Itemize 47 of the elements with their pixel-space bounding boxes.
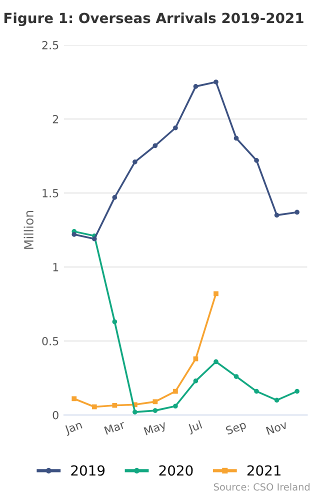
legend-label: 2020 bbox=[159, 465, 193, 476]
point bbox=[214, 359, 218, 364]
point bbox=[92, 404, 97, 410]
point bbox=[173, 388, 178, 394]
point bbox=[234, 136, 239, 141]
point bbox=[72, 232, 77, 237]
point bbox=[214, 80, 218, 84]
y-tick-label: 1.5 bbox=[42, 189, 58, 198]
y-tick-label: 0 bbox=[52, 410, 58, 420]
point bbox=[92, 236, 97, 242]
point bbox=[112, 402, 118, 408]
point bbox=[254, 158, 259, 163]
point bbox=[274, 212, 280, 218]
x-tick-label: Jan bbox=[64, 420, 84, 436]
y-axis-title: Million bbox=[24, 210, 34, 249]
source-note: Source: CSO Ireland bbox=[214, 483, 310, 491]
x-tick-label: Nov bbox=[266, 420, 288, 435]
point bbox=[193, 378, 198, 384]
chart-title: Figure 1: Overseas Arrivals 2019-2021 bbox=[4, 12, 304, 26]
point bbox=[112, 319, 118, 324]
point bbox=[152, 408, 158, 413]
point bbox=[173, 125, 178, 130]
point bbox=[132, 159, 138, 164]
y-tick-label: 2 bbox=[52, 114, 58, 124]
x-tick-label: Sep bbox=[225, 420, 248, 437]
point bbox=[173, 404, 178, 409]
y-tick-label: 1 bbox=[53, 263, 58, 272]
point bbox=[274, 398, 280, 403]
point bbox=[193, 84, 198, 89]
point bbox=[132, 410, 138, 414]
y-tick-label: 2.5 bbox=[42, 40, 58, 50]
point bbox=[193, 356, 198, 362]
legend-label: 2021 bbox=[247, 465, 280, 476]
point bbox=[214, 291, 218, 296]
point bbox=[294, 388, 300, 394]
y-tick-label: 0.5 bbox=[42, 336, 58, 346]
point bbox=[234, 374, 239, 379]
x-tick-label: Mar bbox=[104, 420, 126, 435]
point bbox=[72, 396, 77, 402]
point bbox=[152, 143, 158, 148]
point bbox=[254, 388, 259, 394]
x-tick-label: May bbox=[144, 420, 168, 438]
x-tick-label: Jul bbox=[187, 420, 203, 435]
point bbox=[294, 210, 300, 215]
point bbox=[112, 195, 118, 200]
legend-label: 2019 bbox=[71, 465, 105, 476]
point bbox=[152, 399, 158, 404]
